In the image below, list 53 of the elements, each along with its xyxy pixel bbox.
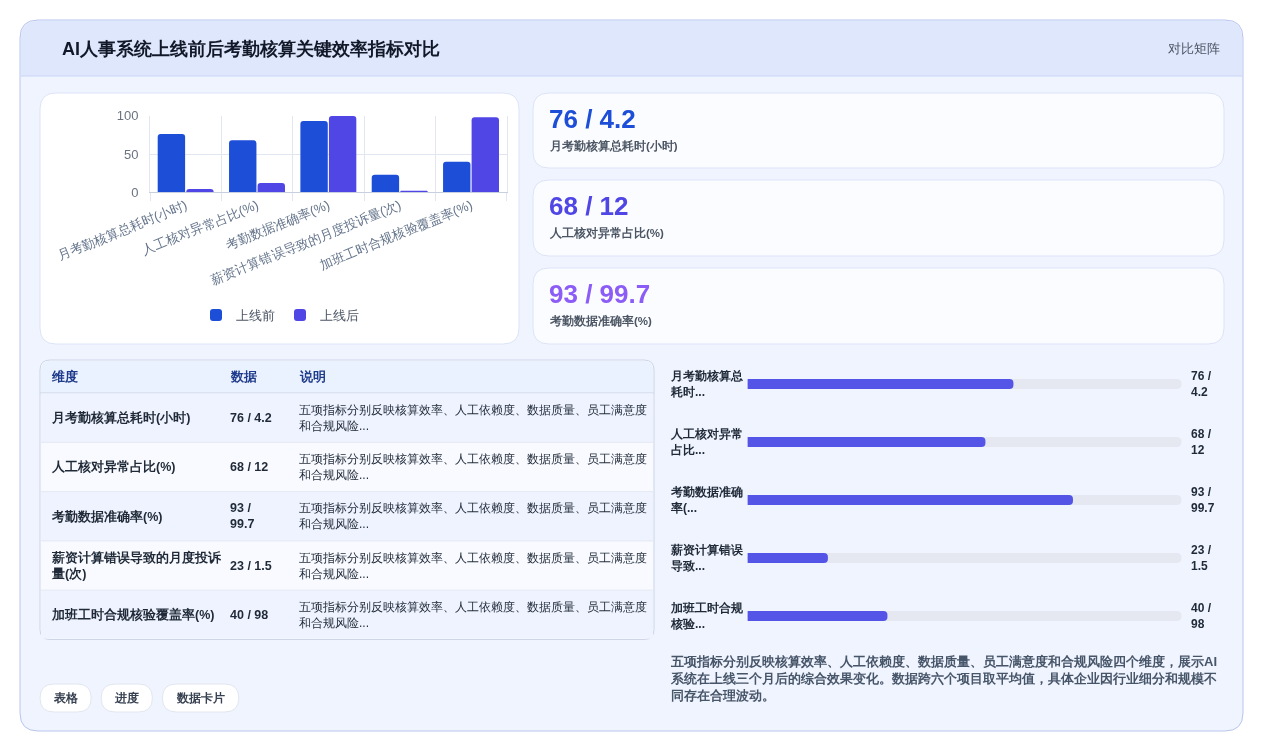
bar — [747, 553, 828, 563]
data-label: 68 / 12 — [1191, 427, 1212, 457]
y-tick-label: 100 — [116, 108, 139, 124]
text: 月考勤核算总耗时(小时) — [52, 411, 191, 425]
category-label: 说明 — [299, 370, 326, 384]
y-tick-label: 月考勤核算总耗时... — [670, 369, 744, 399]
bar — [328, 115, 357, 193]
category-label: 月考勤核算总耗时(小时) — [549, 139, 678, 153]
bar — [229, 140, 257, 193]
text: 76 / 4.2 — [230, 411, 272, 425]
text: 23 / 1.5 — [230, 559, 272, 573]
legend-label: 上线前 — [236, 308, 275, 324]
text: 40 / 98 — [230, 608, 269, 622]
bar — [371, 174, 400, 193]
data-label: 93 / 99.7 — [1191, 485, 1215, 515]
bar — [471, 117, 499, 193]
legend-label: 上线后 — [320, 308, 359, 324]
text: 五项指标分别反映核算效率、人工依赖度、数据质量、员工满意度和合规风险... — [299, 501, 647, 531]
chart-title: AI人事系统上线前后考勤核算关键效率指标对比 — [62, 39, 440, 60]
text: 五项指标分别反映核算效率、人工依赖度、数据质量、员工满意度和合规风险... — [299, 452, 647, 482]
bar — [300, 121, 328, 193]
bar — [157, 134, 186, 193]
text: 薪资计算错误导致的月度投诉量(次) — [52, 551, 221, 582]
text: 五项指标分别反映核算效率、人工依赖度、数据质量、员工满意度和合规风险... — [299, 600, 647, 630]
text: 表格 — [53, 691, 79, 705]
text: 数据卡片 — [176, 691, 225, 705]
text: 对比矩阵 — [1168, 42, 1220, 56]
text: 五项指标分别反映核算效率、人工依赖度、数据质量、员工满意度和合规风险... — [299, 403, 647, 433]
text: 五项指标分别反映核算效率、人工依赖度、数据质量、员工满意度和合规风险... — [299, 551, 647, 581]
text: 进度 — [114, 691, 139, 705]
category-label: 数据 — [230, 370, 257, 384]
y-tick-label: 薪资计算错误导致... — [670, 543, 744, 573]
y-tick-label: 加班工时合规核验... — [670, 601, 744, 631]
text: 加班工时合规核验覆盖率(%) — [52, 608, 215, 622]
y-tick-label: 50 — [123, 146, 139, 162]
text: 93 / 99.7 — [549, 279, 651, 309]
category-label: 维度 — [51, 369, 78, 384]
y-tick-label: 人工核对异常占比... — [670, 427, 743, 457]
bar — [443, 161, 471, 193]
category-label: 考勤数据准确率(%) — [549, 314, 653, 328]
text: 人工核对异常占比(%) — [52, 460, 176, 474]
data-label: 23 / 1.5 — [1191, 543, 1212, 573]
bar — [257, 183, 285, 193]
y-tick-label: 考勤数据准确率(... — [670, 485, 743, 515]
text: 76 / 4.2 — [549, 104, 636, 134]
data-label: 76 / 4.2 — [1191, 369, 1212, 399]
text: 考勤数据准确率(%) — [52, 510, 163, 524]
text: 68 / 12 — [549, 191, 629, 221]
y-tick-label: 0 — [131, 184, 139, 200]
text: 五项指标分别反映核算效率、人工依赖度、数据质量、员工满意度和合规风险四个维度，展示AI系统在上线三个月后的综合效果变化。数据跨六个项目取平均值，具体企业因行业细分和规模不同存在合理波动。 — [670, 654, 1217, 703]
text: 93 / 99.7 — [230, 501, 255, 532]
data-label: 40 / 98 — [1191, 601, 1212, 631]
text: 68 / 12 — [230, 460, 269, 474]
